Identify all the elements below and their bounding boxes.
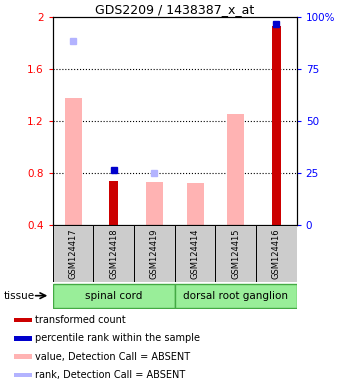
Bar [272, 26, 281, 225]
Bar [109, 180, 118, 225]
Text: spinal cord: spinal cord [85, 291, 143, 301]
Bar [53, 225, 93, 282]
Bar [227, 114, 244, 225]
Bar [93, 225, 134, 282]
Text: transformed count: transformed count [35, 315, 126, 325]
Text: GSM124419: GSM124419 [150, 228, 159, 279]
Text: GSM124416: GSM124416 [272, 228, 281, 279]
Bar [146, 182, 163, 225]
Bar [53, 283, 175, 308]
Bar [134, 225, 175, 282]
Text: percentile rank within the sample: percentile rank within the sample [35, 333, 201, 343]
Bar [14, 373, 32, 377]
Text: tissue: tissue [3, 291, 34, 301]
Bar [175, 283, 297, 308]
Bar [175, 225, 216, 282]
Bar [216, 225, 256, 282]
Text: dorsal root ganglion: dorsal root ganglion [183, 291, 288, 301]
Bar [256, 225, 297, 282]
Bar [187, 183, 204, 225]
Text: GSM124414: GSM124414 [191, 228, 199, 279]
Text: value, Detection Call = ABSENT: value, Detection Call = ABSENT [35, 352, 191, 362]
Title: GDS2209 / 1438387_x_at: GDS2209 / 1438387_x_at [95, 3, 254, 16]
Text: rank, Detection Call = ABSENT: rank, Detection Call = ABSENT [35, 370, 186, 380]
Bar [14, 318, 32, 322]
Text: GSM124417: GSM124417 [69, 228, 78, 279]
Bar [65, 98, 82, 225]
Bar [14, 336, 32, 341]
Bar [14, 354, 32, 359]
Text: GSM124418: GSM124418 [109, 228, 118, 279]
Text: GSM124415: GSM124415 [231, 228, 240, 279]
